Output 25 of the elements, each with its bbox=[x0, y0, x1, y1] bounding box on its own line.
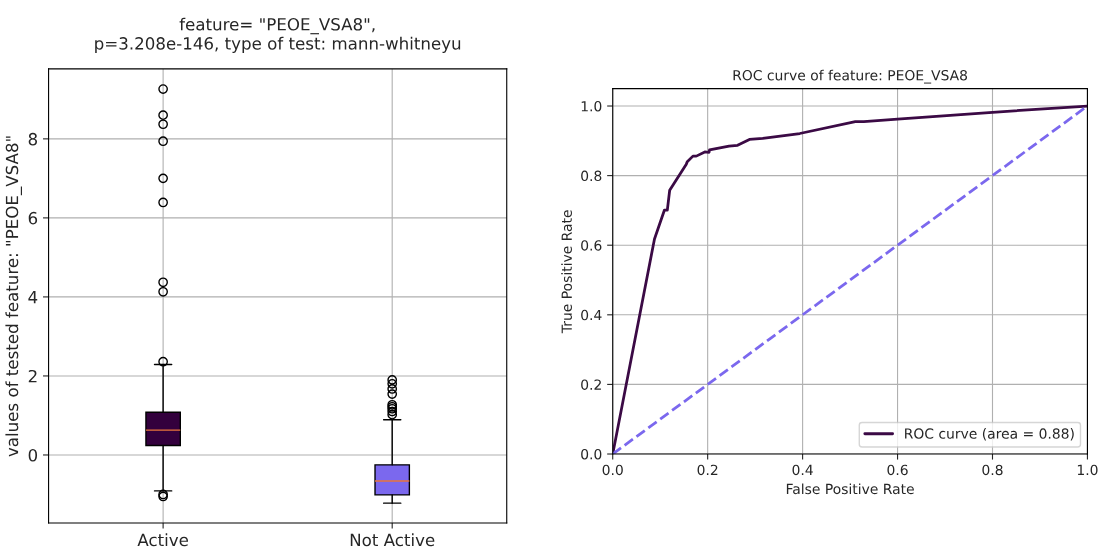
y-tick-label: 0.2 bbox=[581, 379, 601, 390]
y-tick-label: 1.0 bbox=[581, 100, 602, 112]
y-tick-label: 0 bbox=[28, 448, 38, 462]
y-tick-label: 4 bbox=[28, 291, 38, 304]
x-tick-label: 0.0 bbox=[602, 464, 623, 476]
y-tick-label: 8 bbox=[28, 132, 38, 146]
x-tick-label: 1.0 bbox=[1077, 464, 1098, 476]
x-tick-label: 0.8 bbox=[982, 464, 1003, 476]
x-tick-label: Active bbox=[137, 533, 189, 547]
y-tick-label: 0.8 bbox=[581, 170, 602, 182]
x-tick-label: 0.2 bbox=[697, 464, 718, 476]
x-tick-label: Not Active bbox=[350, 533, 435, 547]
x-tick-label: 0.4 bbox=[792, 464, 813, 476]
y-axis-title: values of tested feature: "PEOE_VSA8" bbox=[5, 136, 22, 457]
y-tick-label: 0.0 bbox=[581, 448, 602, 460]
y-tick-label: 6 bbox=[28, 211, 38, 225]
x-tick-label: 0.6 bbox=[887, 464, 908, 476]
x-axis-title: False Positive Rate bbox=[786, 483, 914, 495]
chart-title: ROC curve of feature: PEOE_VSA8 bbox=[733, 69, 968, 84]
chart-title: feature= "PEOE_VSA8", p=3.208e-146, type of test: mann-whitneyu bbox=[95, 17, 461, 53]
y-tick-label: 0.4 bbox=[581, 309, 602, 321]
y-axis-title: True Positive Rate bbox=[561, 210, 572, 334]
y-tick-label: 0.6 bbox=[581, 240, 602, 251]
y-tick-label: 2 bbox=[28, 369, 37, 383]
legend-label: ROC curve (area = 0.88) bbox=[905, 428, 1074, 441]
